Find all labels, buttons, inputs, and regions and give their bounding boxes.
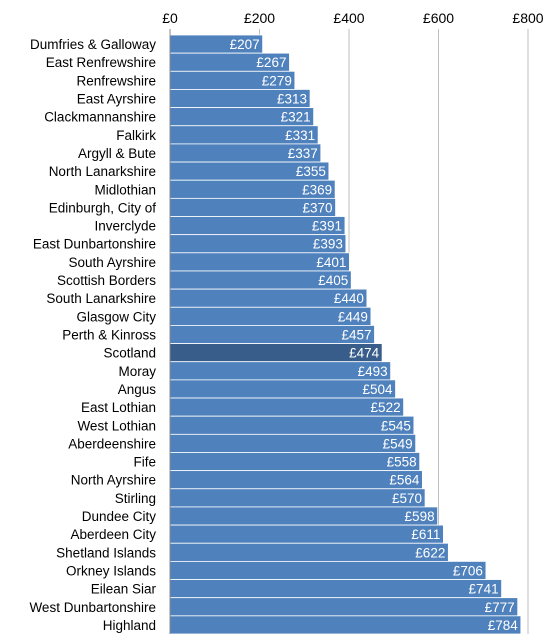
data-label: £313 [277,92,307,107]
data-label: £370 [303,200,333,215]
bar [169,542,449,562]
category-label: North Lanarkshire [49,164,156,179]
data-label: £474 [349,346,380,361]
bars [169,34,522,635]
data-label: £706 [453,563,483,578]
bar [169,597,519,617]
category-label: Aberdeenshire [68,436,156,451]
data-label: £331 [285,128,315,143]
data-label: £321 [281,110,311,125]
category-label: Dumfries & Galloway [30,37,156,52]
category-label: West Dunbartonshire [29,600,156,615]
category-label: Inverclyde [94,219,156,234]
category-label: Perth & Kinross [62,328,156,343]
data-label: £741 [469,582,499,597]
category-label: Clackmannanshire [44,110,156,125]
category-label: Orkney Islands [66,563,156,578]
data-label: £777 [485,600,515,615]
bar [169,397,404,417]
data-label: £545 [381,418,411,433]
bar [169,488,426,508]
data-label: £570 [392,491,422,506]
x-tick-label: £600 [423,10,454,26]
data-label: £405 [318,273,348,288]
data-label: £207 [230,37,260,52]
data-label: £493 [358,364,388,379]
category-label: Midlothian [94,182,156,197]
category-label: Scotland [103,346,156,361]
category-labels: Dumfries & Galloway East Renfrewshire Renf… [29,37,156,633]
data-label: £355 [296,164,326,179]
data-labels: £207 £267 £279 £313 £321 £331 £337 £355 £369 £370… [230,37,519,633]
category-label: East Renfrewshire [46,55,156,70]
x-tick-label: £200 [244,10,275,26]
x-tick-label: £800 [512,10,543,26]
category-label: West Lothian [77,418,156,433]
data-label: £558 [387,455,417,470]
x-axis-ticks: £0 £200 £400 £600 £800 [162,10,544,26]
data-label: £391 [312,219,342,234]
x-tick-label: £400 [333,10,364,26]
data-label: £337 [288,146,318,161]
data-label: £267 [256,55,286,70]
data-label: £393 [313,237,343,252]
category-label: Highland [103,618,156,633]
category-label: South Ayrshire [68,255,156,270]
category-label: Angus [118,382,157,397]
data-label: £457 [341,328,371,343]
category-label: Argyll & Bute [78,146,156,161]
data-label: £622 [415,545,445,560]
bar [169,506,439,526]
data-label: £522 [371,400,401,415]
bar [169,560,487,580]
category-label: Edinburgh, City of [49,200,157,215]
data-label: £279 [262,73,292,88]
bar [169,524,444,544]
bar [169,452,421,472]
data-label: £784 [488,618,519,633]
x-tick-label: £0 [162,10,178,26]
category-label: Stirling [115,491,156,506]
data-label: £449 [338,309,368,324]
data-label: £369 [302,182,332,197]
category-label: Scottish Borders [57,273,156,288]
category-label: Eilean Siar [91,582,157,597]
data-label: £598 [405,509,435,524]
category-label: East Dunbartonshire [33,237,156,252]
category-label: Glasgow City [76,309,156,324]
bar [169,579,502,599]
data-label: £504 [362,382,393,397]
category-label: Fife [133,455,156,470]
bar [169,615,522,635]
category-label: East Ayrshire [77,92,156,107]
data-label: £549 [383,436,413,451]
category-label: Moray [118,364,156,379]
data-label: £401 [316,255,346,270]
category-label: Renfrewshire [76,73,156,88]
category-label: Dundee City [82,509,157,524]
bar [169,433,417,453]
category-label: East Lothian [81,400,156,415]
category-label: Falkirk [116,128,156,143]
category-label: Shetland Islands [56,545,156,560]
category-label: North Ayrshire [71,473,156,488]
data-label: £611 [411,527,440,542]
category-label: South Lanarkshire [46,291,156,306]
bar [169,415,415,435]
data-label: £564 [389,473,420,488]
category-label: Aberdeen City [70,527,156,542]
bar [169,470,423,490]
data-label: £440 [334,291,364,306]
